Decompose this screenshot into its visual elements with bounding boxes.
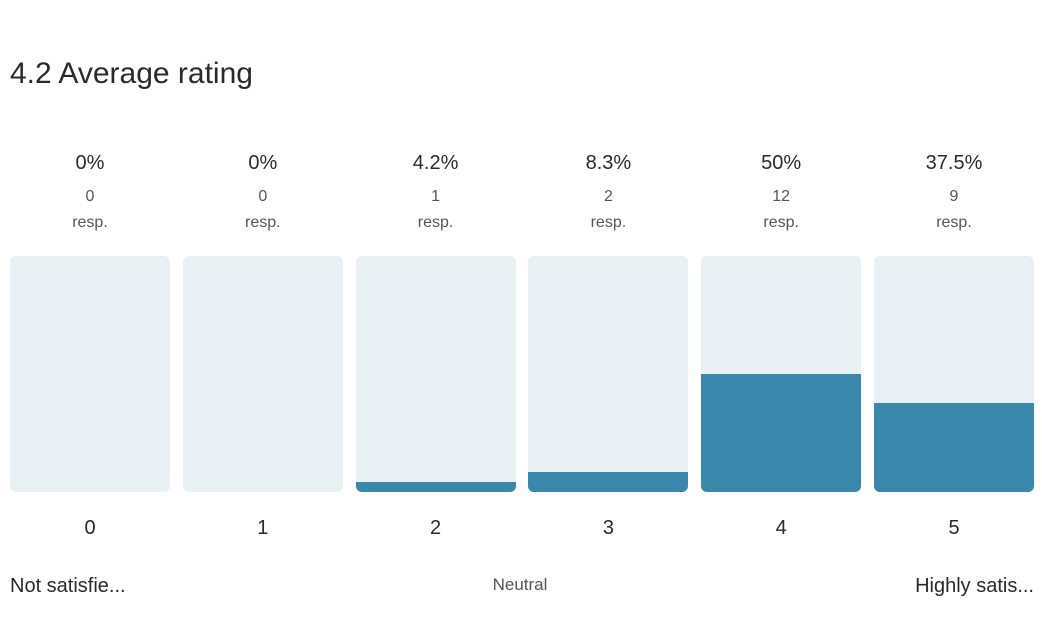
average-rating-title: 4.2 Average rating — [10, 57, 253, 90]
rating-distribution-chart: 0% 0 resp. 0 0% 0 resp. 1 4.2% 1 resp. 2 8.3% 2 resp. 3… — [10, 0, 1034, 621]
rating-column-4: 50% 12 resp. 4 — [701, 0, 862, 621]
bar-track — [10, 256, 170, 492]
percent-label: 4.2% — [412, 152, 459, 174]
response-count: 1 — [431, 188, 441, 205]
response-count: 9 — [949, 188, 959, 205]
percent-label: 50% — [761, 152, 802, 174]
response-unit-label: resp. — [72, 214, 108, 231]
response-unit-label: resp. — [417, 214, 454, 231]
rating-column-2: 4.2% 1 resp. 2 — [355, 0, 516, 621]
bar-fill — [355, 482, 516, 492]
percent-label: 8.3% — [585, 152, 632, 174]
percent-label: 37.5% — [925, 152, 983, 174]
response-unit-label: resp. — [763, 214, 799, 231]
category-label: 4 — [775, 517, 787, 539]
percent-label: 0% — [248, 152, 278, 174]
response-count: 12 — [772, 188, 791, 205]
percent-label: 0% — [75, 152, 105, 174]
scale-mid-label: Neutral — [492, 575, 548, 594]
bar-fill — [528, 472, 689, 492]
response-unit-label: resp. — [936, 214, 972, 231]
bar-track — [701, 256, 862, 492]
bar-track — [182, 256, 343, 492]
category-label: 0 — [84, 517, 96, 539]
bar-track — [355, 256, 516, 492]
rating-column-3: 8.3% 2 resp. 3 — [528, 0, 689, 621]
response-count: 0 — [85, 188, 95, 205]
rating-column-5: 37.5% 9 resp. 5 — [874, 0, 1034, 621]
response-count: 2 — [603, 188, 613, 205]
category-label: 1 — [257, 517, 269, 539]
bar-track — [874, 256, 1034, 492]
response-unit-label: resp. — [245, 214, 281, 231]
response-unit-label: resp. — [590, 214, 627, 231]
rating-column-1: 0% 0 resp. 1 — [182, 0, 343, 621]
rating-column-0: 0% 0 resp. 0 — [10, 0, 170, 621]
scale-high-label: Highly satis... — [915, 575, 1034, 597]
category-label: 2 — [430, 517, 442, 539]
scale-low-label: Not satisfie... — [10, 575, 126, 597]
bar-track — [528, 256, 689, 492]
category-label: 3 — [602, 517, 614, 539]
category-label: 5 — [948, 517, 960, 539]
response-count: 0 — [258, 188, 268, 205]
bar-fill — [874, 403, 1034, 492]
bar-fill — [701, 374, 862, 492]
